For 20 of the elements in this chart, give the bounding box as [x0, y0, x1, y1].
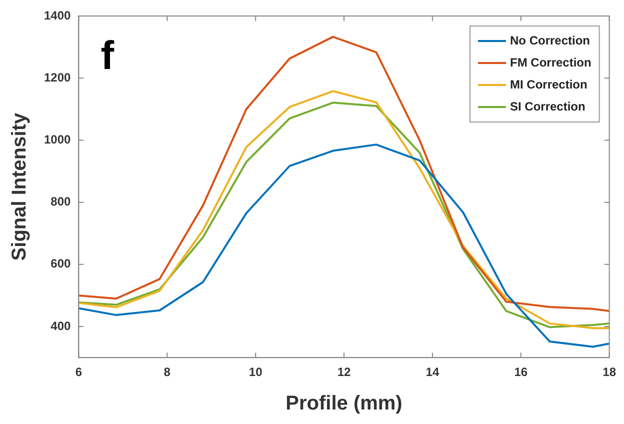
y-tick-label: 800: [50, 194, 72, 209]
y-tick-label: 1000: [44, 132, 72, 147]
x-tick-label: 10: [248, 365, 263, 380]
legend-label: SI Correction: [510, 99, 586, 114]
x-tick-label: 12: [337, 365, 352, 380]
y-tick-label: 600: [50, 256, 72, 271]
y-tick-label: 1400: [44, 8, 72, 22]
annotation: f: [100, 34, 115, 78]
y-tick-label: 400: [50, 318, 72, 333]
legend-label: No Correction: [510, 33, 590, 48]
y-axis-title: Signal Intensity: [8, 112, 31, 261]
legend-label: FM Correction: [510, 55, 592, 70]
x-tick-label: 14: [426, 365, 440, 380]
x-tick-label: 6: [75, 365, 82, 380]
x-axis-title: Profile (mm): [286, 392, 402, 415]
legend-label: MI Correction: [510, 77, 588, 92]
x-tick-label: 18: [602, 365, 616, 380]
x-tick-label: 16: [514, 365, 528, 380]
x-tick-label: 8: [164, 365, 171, 380]
y-tick-label: 1200: [44, 70, 72, 84]
